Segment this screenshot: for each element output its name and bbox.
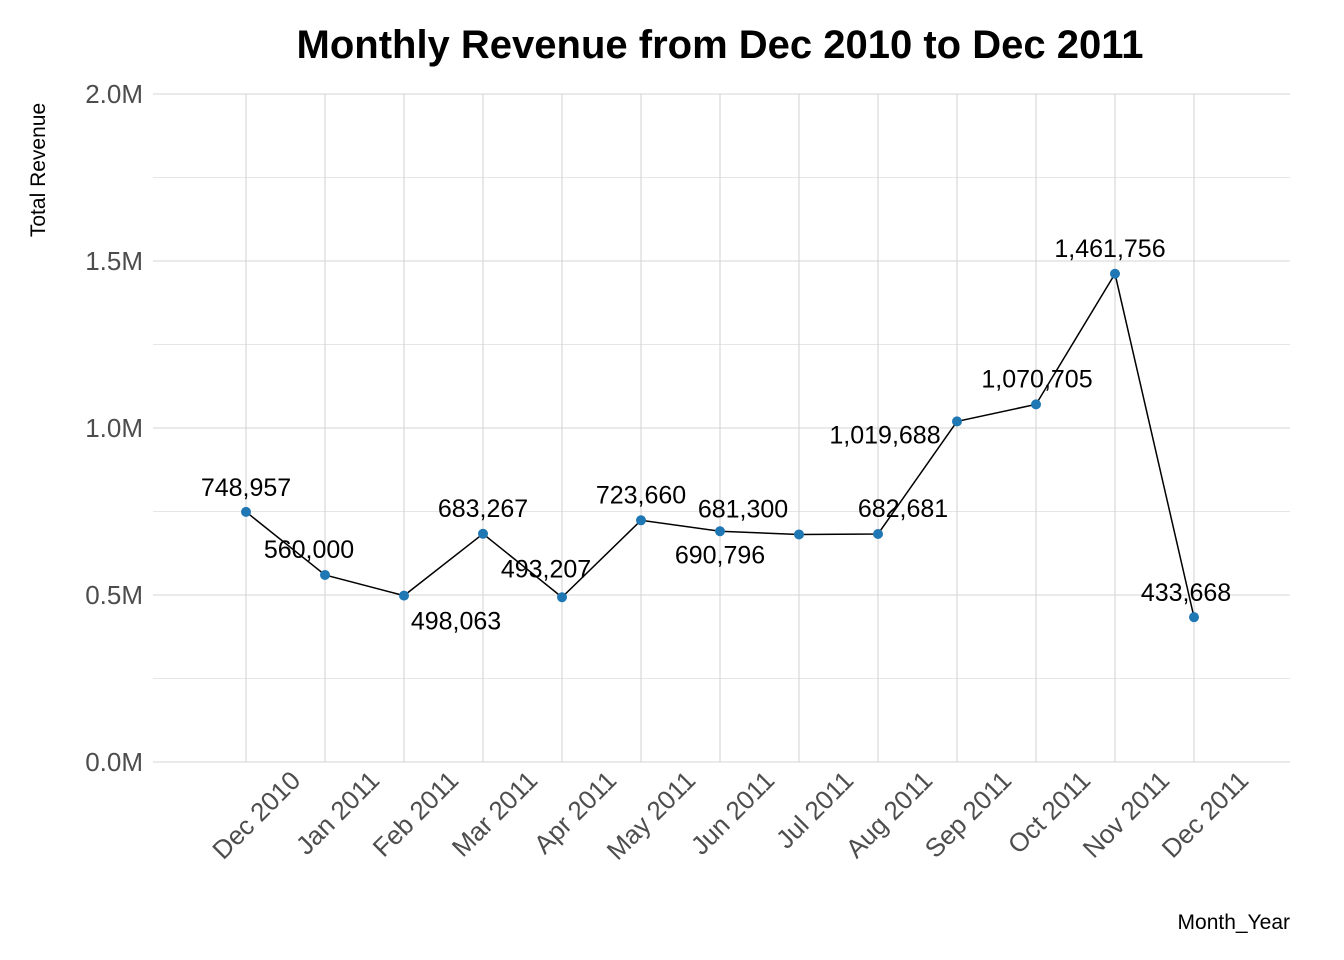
data-label: 682,681	[858, 495, 948, 523]
x-tick-label: Nov 2011	[1077, 765, 1176, 864]
data-point	[794, 529, 804, 540]
data-label: 748,957	[201, 474, 291, 502]
data-label: 493,207	[501, 555, 591, 583]
y-tick-label: 1.5M	[85, 246, 143, 276]
y-axis-ticks: 0.0M 0.5M 1.0M 1.5M 2.0M	[85, 79, 143, 777]
x-axis-title: Month_Year	[1178, 911, 1290, 934]
data-label: 681,300	[698, 495, 788, 523]
y-tick-label: 0.5M	[85, 580, 143, 610]
point-layer	[241, 268, 1199, 623]
x-tick-label: Dec 2011	[1156, 765, 1255, 864]
data-label: 683,267	[438, 495, 528, 523]
data-label: 1,461,756	[1054, 235, 1165, 263]
x-tick-label: Dec 2010	[206, 765, 306, 865]
y-axis-title: Total Revenue	[27, 103, 50, 237]
data-point	[1110, 268, 1120, 279]
data-point	[715, 526, 725, 537]
data-label: 723,660	[596, 481, 686, 509]
x-tick-label: Mar 2011	[446, 765, 544, 863]
y-tick-label: 2.0M	[85, 79, 143, 109]
data-label: 498,063	[411, 608, 501, 636]
data-label: 1,070,705	[981, 365, 1092, 393]
grid-layer	[153, 93, 1290, 763]
label-layer: 748,957 560,000 498,063 683,267 493,207 723,6…	[201, 235, 1231, 636]
data-label: 560,000	[264, 536, 354, 564]
data-point	[241, 506, 251, 517]
y-tick-label: 1.0M	[85, 413, 143, 443]
x-tick-label: Aug 2011	[840, 765, 939, 864]
data-point	[636, 515, 646, 526]
y-tick-label: 0.0M	[85, 747, 143, 777]
data-point	[873, 528, 883, 539]
data-label: 1,019,688	[829, 421, 940, 449]
data-point	[478, 528, 488, 539]
data-point	[399, 590, 409, 601]
data-point	[320, 569, 330, 580]
data-point	[1189, 612, 1199, 623]
chart-title: Monthly Revenue from Dec 2010 to Dec 201…	[297, 23, 1144, 67]
data-label: 433,668	[1141, 579, 1231, 607]
x-tick-label: Sep 2011	[919, 765, 1018, 864]
data-point	[557, 592, 567, 603]
x-tick-label: Feb 2011	[367, 765, 465, 863]
x-tick-label: Jun 2011	[685, 765, 781, 861]
data-label: 690,796	[675, 541, 765, 569]
data-point	[1031, 399, 1041, 410]
data-point	[952, 416, 962, 427]
